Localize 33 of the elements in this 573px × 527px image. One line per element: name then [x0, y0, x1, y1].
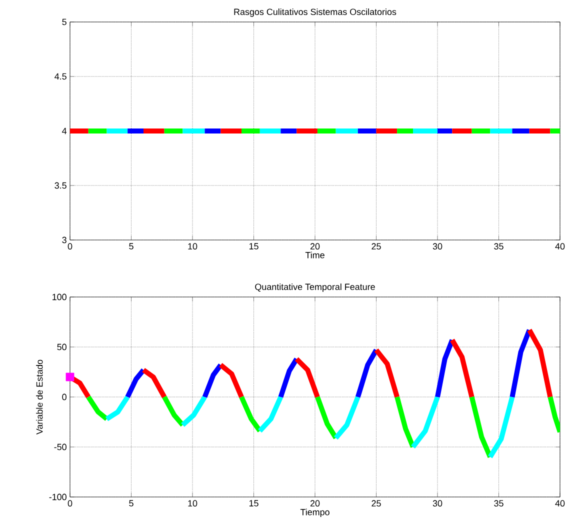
x-tick-label: 5	[129, 500, 134, 506]
x-tick-label: 30	[432, 243, 442, 250]
x-tick-label: 20	[310, 500, 320, 507]
y-tick-label: 50	[57, 344, 66, 350]
y-tick-label: 3	[62, 236, 66, 244]
x-tick-label: 0	[68, 500, 72, 507]
chart-title: Quantitative Temporal Feature	[255, 283, 375, 292]
x-tick-label: 40	[555, 500, 565, 507]
x-tick-label: 10	[188, 243, 198, 250]
y-tick-label: 4.5	[54, 73, 66, 80]
x-tick-label: 20	[310, 243, 320, 250]
x-tick-label: 5	[129, 243, 134, 250]
x-tick-label: 35	[494, 243, 504, 250]
x-tick-label: 15	[249, 243, 258, 250]
y-tick-label: 4	[62, 128, 67, 134]
chart-title: Rasgos Culitativos Sistemas Oscilatorios	[234, 8, 396, 17]
y-tick-label: 100	[52, 294, 66, 300]
x-axis-title: Time	[305, 252, 324, 258]
y-tick-label: -50	[54, 444, 66, 450]
x-tick-label: 10	[188, 500, 198, 507]
x-tick-label: 35	[494, 500, 504, 507]
x-tick-label: 25	[372, 500, 381, 507]
y-tick-label: 0	[62, 394, 66, 400]
y-tick-label: 3.5	[54, 182, 66, 189]
y-axis-title: Variable de Estado	[36, 360, 43, 434]
x-tick-label: 0	[68, 243, 72, 250]
x-tick-label: 40	[555, 243, 565, 250]
x-tick-label: 30	[432, 500, 442, 507]
x-axis-title: Tiempo	[300, 508, 330, 518]
x-tick-label: 25	[372, 243, 381, 250]
x-tick-label: 15	[249, 500, 258, 506]
y-tick-label: -100	[49, 494, 66, 500]
y-tick-label: 5	[62, 18, 66, 26]
